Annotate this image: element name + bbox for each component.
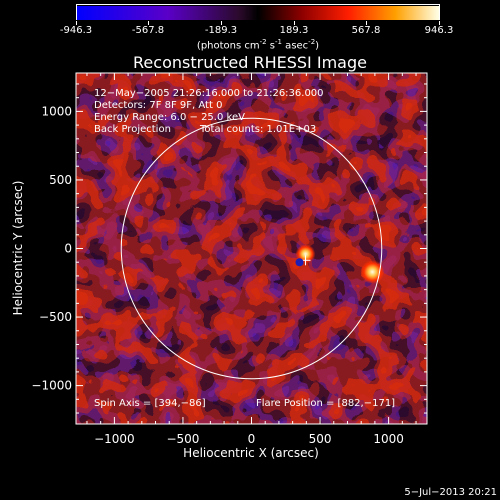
y-tick-label: 500 [49, 173, 72, 187]
x-tick-label: −1000 [94, 432, 135, 446]
x-tick-label: 1000 [373, 432, 404, 446]
colorbar-label: -567.8 [131, 25, 165, 36]
colorbar-label: -189.3 [204, 25, 238, 36]
y-tick-label: −1000 [31, 379, 72, 393]
chart-title: Reconstructed RHESSI Image [133, 53, 367, 72]
timestamp: 5−Jul−2013 20:21 [404, 487, 497, 498]
solar-limb-circle [120, 117, 383, 380]
spin-axis-marker [295, 255, 311, 267]
colorbar-tick [76, 21, 77, 25]
flare-position-info: Flare Position = [882,−171] [256, 398, 396, 409]
y-tick-label: 0 [64, 242, 72, 256]
colorbar-gradient [77, 6, 439, 20]
y-tick-label: −500 [39, 310, 72, 324]
spin-axis-info: Spin Axis = [394,−86] [94, 398, 206, 409]
colorbar-tick [294, 21, 295, 25]
colorbar-unit: (photons cm-2 s-1 asec-2) [196, 38, 320, 52]
detectors-info: Detectors: 7F 8F 9F, Att 0 [94, 100, 223, 111]
negative-source [295, 258, 304, 267]
y-axis: −1000 −500 0 500 1000 [31, 83, 427, 414]
colorbar [76, 4, 440, 20]
colorbar-label: 189.3 [279, 25, 309, 36]
colorbar-label: 567.8 [351, 25, 381, 36]
colorbar-tick [148, 21, 149, 25]
colorbar-tick [439, 21, 440, 25]
colorbar-tick [366, 21, 367, 25]
x-tick-label: 500 [309, 432, 332, 446]
y-axis-label: Heliocentric Y (arcsec) [11, 180, 25, 316]
colorbar-tick [221, 21, 222, 25]
time-range: 12−May−2005 21:26:16.000 to 21:26:36.000 [94, 88, 324, 99]
x-tick-label: −500 [166, 432, 199, 446]
y-tick-label: 1000 [41, 104, 72, 118]
energy-range: Energy Range: 6.0 − 25.0 keV [94, 112, 245, 123]
colorbar-label: -946.3 [59, 25, 93, 36]
colorbar-label: 946.3 [424, 25, 454, 36]
image-area [76, 73, 427, 424]
total-counts: Total counts: 1.01E+03 [200, 124, 317, 135]
x-tick-label: 0 [248, 432, 256, 446]
x-axis-label: Heliocentric X (arcsec) [183, 446, 319, 460]
method-info: Back Projection [94, 124, 171, 135]
x-axis: −1000 −500 0 500 1000 [86, 73, 417, 446]
